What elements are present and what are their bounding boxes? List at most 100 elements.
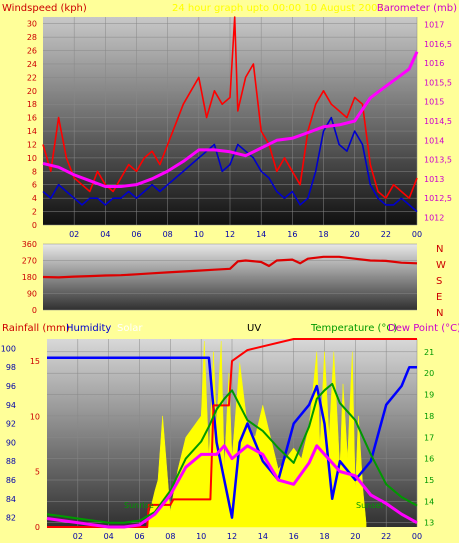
wind-average-line — [42, 116, 418, 213]
y-tick-label: 26 — [27, 47, 37, 56]
humidity-tick-label: 88 — [6, 457, 16, 466]
y-tick-label-right: 1015,5 — [424, 78, 452, 87]
rain-tick-label: 15 — [30, 357, 40, 366]
temperature-tick-label: 13 — [424, 519, 434, 528]
humidity-tick-label: 82 — [6, 514, 16, 523]
x-tick-label: 02 — [73, 532, 83, 541]
x-tick-label: 18 — [319, 532, 329, 541]
temperature-tick-label: 18 — [424, 412, 434, 421]
humidity-label: Humidity — [66, 323, 111, 334]
y-tick-label: 20 — [27, 87, 37, 96]
x-tick-label: 02 — [69, 230, 79, 239]
temperature-tick-label: 14 — [424, 497, 434, 506]
direction-series-layer — [42, 255, 418, 279]
x-tick-label: 04 — [100, 230, 110, 239]
x-tick-label: 16 — [287, 230, 297, 239]
y-tick-label: 8 — [32, 167, 37, 176]
temperature-tick-label: 15 — [424, 476, 434, 485]
uv-label: UV — [247, 323, 261, 334]
y-tick-label-right: 1017 — [424, 21, 444, 30]
chart-title: 24 hour graph upto 00:00 10 August 2007 — [172, 3, 384, 14]
compass-s: S — [436, 276, 442, 287]
temperature-tick-label: 17 — [424, 433, 434, 442]
y-tick-label: 0 — [32, 221, 37, 230]
y-tick-label: 24 — [27, 60, 37, 69]
x-tick-label: 12 — [225, 230, 235, 239]
humidity-tick-label: 98 — [6, 363, 16, 372]
x-tick-label: 16 — [289, 532, 299, 541]
y-tick-label: 14 — [27, 127, 37, 136]
y-tick-label: 2 — [32, 208, 37, 217]
y-tick-label: 4 — [32, 194, 37, 203]
y-tick-label-right: 1012,5 — [424, 194, 452, 203]
y-tick-label: 28 — [27, 33, 37, 42]
humidity-tick-label: 94 — [6, 401, 16, 410]
x-tick-label: 22 — [381, 230, 391, 239]
y-tick-label: 18 — [27, 100, 37, 109]
y-tick-label-right: 1012 — [424, 213, 444, 222]
y-tick-label: 270 — [22, 257, 37, 266]
humidity-tick-label: 96 — [6, 382, 16, 391]
humidity-tick-label: 90 — [6, 438, 16, 447]
y-tick-label-right: 1013,5 — [424, 156, 452, 165]
humidity-tick-label: 84 — [6, 495, 16, 504]
y-tick-label: 6 — [32, 181, 37, 190]
barometer-line — [42, 51, 419, 188]
rain-series-layer — [46, 338, 418, 529]
y-tick-label-right: 1016,5 — [424, 40, 452, 49]
humidity-tick-label: 86 — [6, 476, 16, 485]
direction-gridlines — [43, 243, 417, 311]
compass-n-top: N — [436, 244, 443, 255]
x-tick-label: 08 — [163, 230, 173, 239]
barometer-label: Barometer (mb) — [377, 3, 457, 14]
sunrise-label: Sunrise — [124, 501, 154, 510]
y-tick-label: 360 — [22, 240, 37, 249]
rain-x-ticks: 02 04 06 08 10 12 14 16 18 20 22 00 — [73, 532, 422, 541]
wind-direction-line — [42, 255, 418, 279]
x-tick-label: 08 — [165, 532, 175, 541]
rain-y-ticks: 0 5 10 15 82 84 86 88 90 92 94 96 98 100 13 14 15 16 17 18 1… — [1, 344, 434, 532]
rainfall-line — [47, 338, 417, 528]
rain-tick-label: 5 — [35, 468, 40, 477]
y-tick-label: 90 — [27, 290, 37, 299]
x-tick-label: 20 — [350, 532, 360, 541]
solar-label: Solar — [117, 323, 143, 334]
compass-w: W — [436, 260, 446, 271]
y-tick-label-right: 1016 — [424, 59, 444, 68]
x-tick-label: 10 — [196, 532, 206, 541]
x-tick-label: 00 — [412, 532, 422, 541]
y-tick-label: 0 — [32, 306, 37, 315]
x-tick-label: 18 — [318, 230, 328, 239]
x-tick-label: 22 — [381, 532, 391, 541]
barometer-y-ticks: 1012 1012,5 1013 1013,5 1014 1014,5 1015 1015,5… — [424, 21, 452, 223]
wind-series-layer — [42, 16, 419, 213]
y-tick-label-right: 1014,5 — [424, 117, 452, 126]
y-tick-label: 22 — [27, 73, 37, 82]
rain-tick-label: 10 — [30, 412, 40, 421]
temperature-line — [46, 382, 418, 524]
compass-n-bottom: N — [436, 308, 443, 319]
y-tick-label-right: 1015 — [424, 98, 444, 107]
y-tick-label: 30 — [27, 20, 37, 29]
solar-area — [146, 341, 367, 528]
temperature-tick-label: 19 — [424, 391, 434, 400]
x-tick-label: 00 — [412, 230, 422, 239]
humidity-tick-label: 100 — [1, 344, 16, 353]
x-tick-label: 14 — [258, 532, 268, 541]
x-tick-label: 06 — [131, 230, 141, 239]
temperature-tick-label: 16 — [424, 455, 434, 464]
y-tick-label: 180 — [22, 273, 37, 282]
sunset-label: Sunset — [356, 501, 383, 510]
rain-tick-label: 0 — [35, 523, 40, 532]
compass-e: E — [436, 292, 442, 303]
x-tick-label: 06 — [134, 532, 144, 541]
y-tick-label-right: 1013 — [424, 175, 444, 184]
humidity-tick-label: 92 — [6, 420, 16, 429]
dew-point-line — [46, 444, 418, 529]
dewpoint-label: Dew Point (°C) — [388, 323, 459, 334]
x-tick-label: 20 — [350, 230, 360, 239]
x-tick-label: 14 — [256, 230, 266, 239]
